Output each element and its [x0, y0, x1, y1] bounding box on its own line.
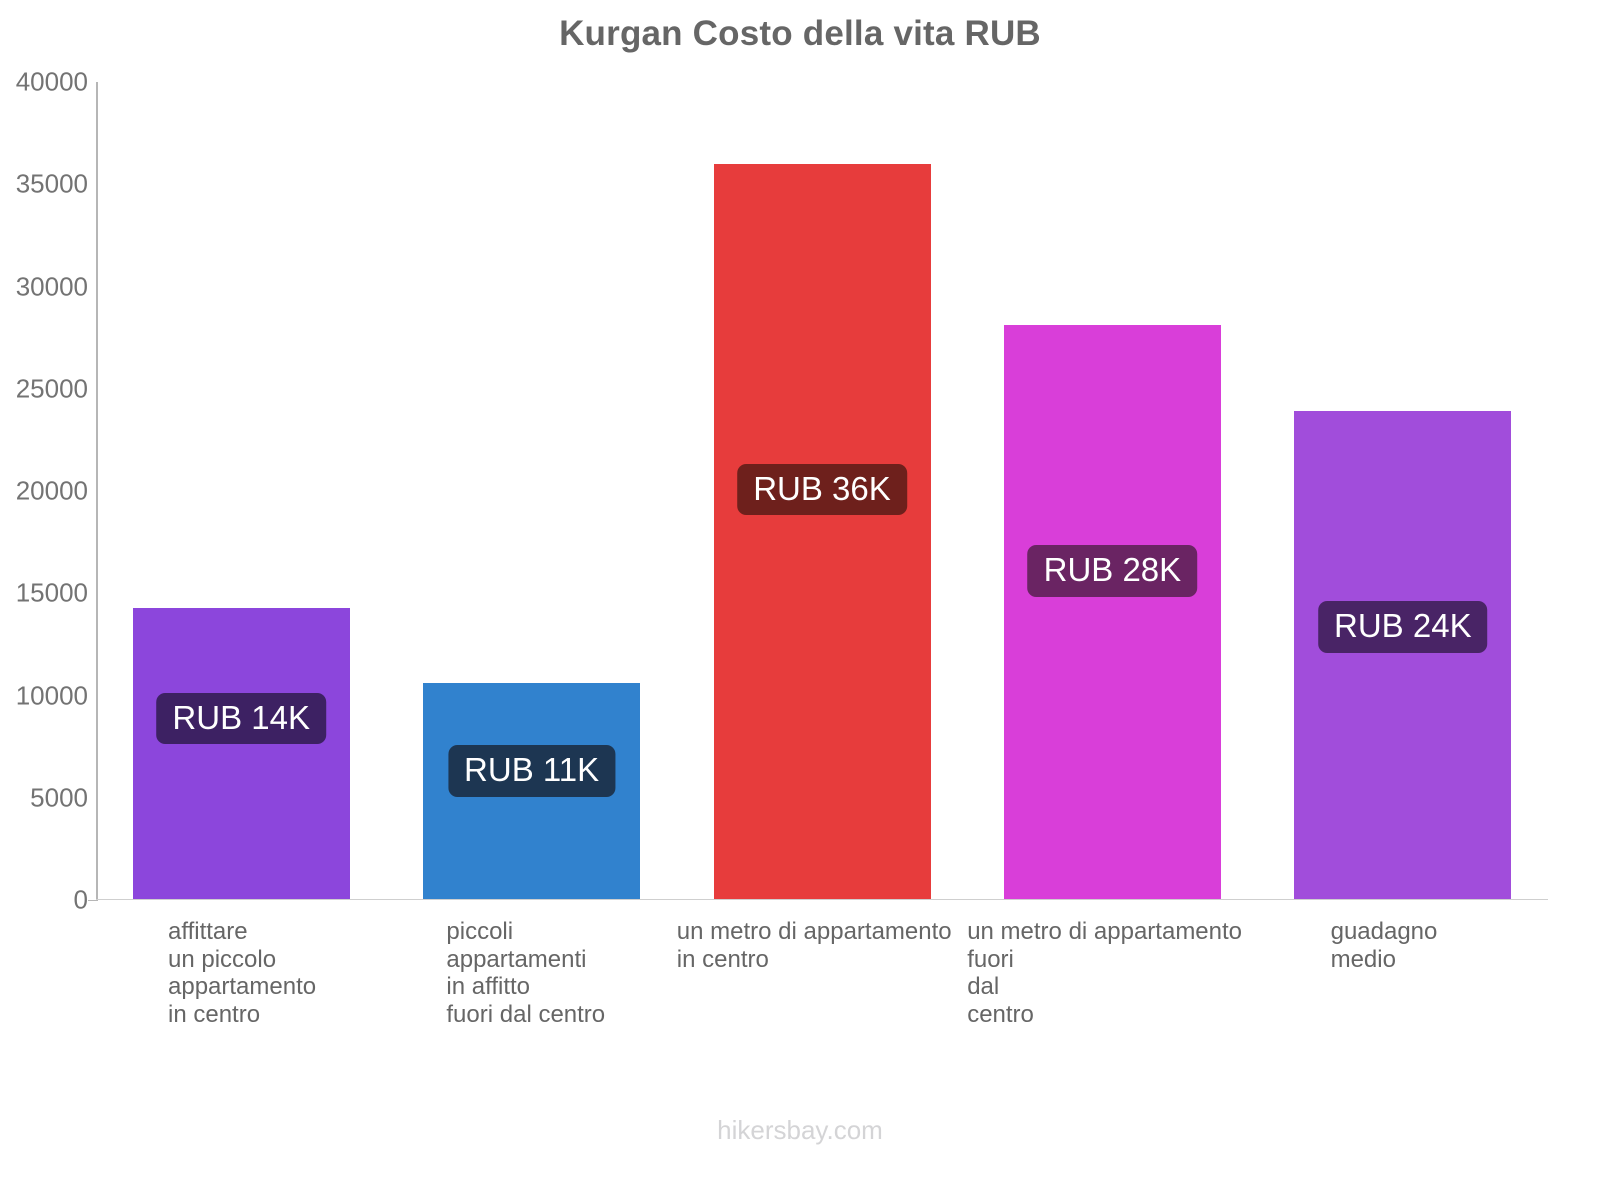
footer-credit: hikersbay.com [717, 1115, 883, 1145]
y-axis-tick-label: 20000 [15, 475, 88, 506]
x-axis-category-label-line: fuori [967, 945, 1014, 973]
y-axis-line [96, 82, 98, 900]
y-axis-tick-label: 30000 [15, 271, 88, 301]
bar[interactable]: RUB 14K [132, 607, 350, 900]
x-axis-category-label-line: in affitto [446, 973, 531, 1001]
x-axis-category-label-line: un piccolo [168, 945, 277, 973]
x-axis-category-label: guadagno medio [1331, 918, 1438, 973]
bar-value-label: RUB 36K [737, 463, 907, 516]
x-axis-category-label-line: in centro [168, 1000, 261, 1028]
x-axis-category-label-line: in centro [676, 945, 769, 973]
x-axis-category-label: piccoli appartamenti in affitto fuori dal c… [446, 918, 605, 1028]
x-axis-category-label-line: fuori dal centro [446, 1000, 606, 1028]
bar[interactable]: RUB 28K [1003, 325, 1221, 900]
bar-value-label: RUB 28K [1027, 545, 1198, 597]
x-axis-category-label-line: medio [1330, 945, 1396, 973]
x-axis-category-label-line: un metro di appartamento [676, 918, 952, 945]
bar-value-label: RUB 11K [448, 745, 616, 797]
x-axis-category-label-line: guadagno [1330, 918, 1438, 945]
y-axis-tick-label: 0 [73, 884, 88, 915]
x-axis-category-label-line: dal [967, 973, 1000, 1001]
y-axis-tick-label: 15000 [15, 577, 88, 608]
x-axis-category-label-line: affittare [168, 918, 248, 945]
x-axis-category-label-line: un metro di appartamento [967, 918, 1243, 945]
axis-baseline [96, 899, 1548, 900]
bar-value-label: RUB 14K [156, 692, 326, 745]
x-axis-category-label-line: piccoli [446, 918, 514, 945]
y-axis-tick-label: 40000 [15, 66, 88, 97]
x-axis-category-label: un metro di appartamento in centro [677, 918, 952, 973]
bar[interactable]: RUB 11K [423, 683, 641, 900]
y-axis-tick-label: 5000 [30, 782, 88, 813]
x-axis-category-label-line: appartamento [168, 973, 317, 1001]
y-axis-tick-label: 25000 [15, 373, 88, 404]
y-axis-tick-label: 35000 [15, 168, 88, 199]
y-axis-tick-mark [88, 900, 98, 901]
bar[interactable]: RUB 24K [1294, 411, 1512, 900]
bar-value-label: RUB 24K [1318, 601, 1488, 653]
y-axis-tick-label: 10000 [15, 680, 88, 710]
chart-title: Kurgan Costo della vita RUB [559, 14, 1041, 53]
plot-area: RUB 14K RUB 11K RUB 36K RUB 28K RUB 24K [96, 82, 1548, 900]
x-axis-category-label-line: appartamenti [446, 945, 587, 973]
x-axis-category-label-line: centro [967, 1000, 1034, 1028]
bar[interactable]: RUB 36K [713, 163, 931, 900]
x-axis-category-label: affittare un piccolo appartamento in centro [168, 918, 316, 1028]
x-axis-category-label: un metro di appartamento fuori dal centro [967, 918, 1242, 1028]
